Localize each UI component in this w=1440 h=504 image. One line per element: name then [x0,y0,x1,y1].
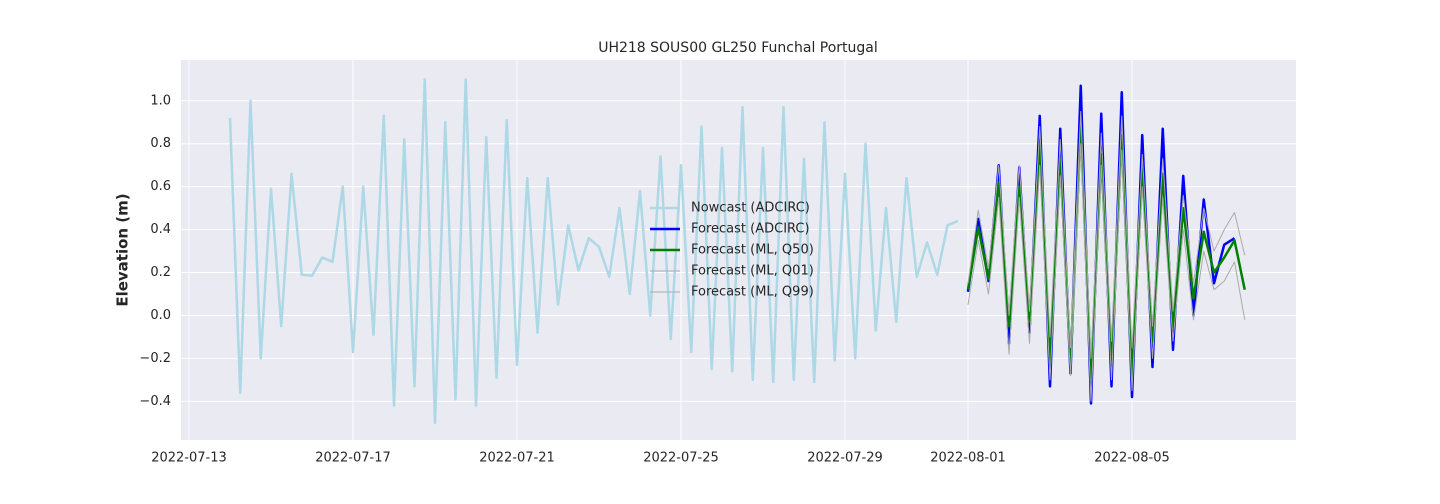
grid [181,60,1296,440]
legend-label: Forecast (ML, Q99) [691,285,814,300]
x-tick-label: 2022-07-25 [643,451,719,466]
y-tick-label: 0.0 [150,308,171,323]
legend-label: Nowcast (ADCIRC) [691,201,810,216]
series-line [966,125,1246,382]
x-tick-label: 2022-07-17 [315,451,391,466]
x-tick-label: 2022-07-21 [479,451,555,466]
legend: Nowcast (ADCIRC) Forecast (ADCIRC) Forecas… [650,201,814,300]
y-tick-label: 1.0 [150,93,171,108]
legend-label: Forecast (ML, Q50) [691,243,814,258]
legend-label: Forecast (ML, Q01) [691,264,814,279]
lines [228,78,1246,425]
series-line [967,111,1246,359]
x-tick-label: 2022-07-29 [807,451,883,466]
chart-title: UH218 SOUS00 GL250 Funchal Portugal [598,40,878,56]
y-tick-label: 0.6 [150,179,171,194]
series-line [967,143,1246,402]
y-tick-label: −0.2 [139,351,171,366]
legend-label: Forecast (ADCIRC) [691,222,810,237]
x-tick-label: 2022-07-13 [151,451,227,466]
series-line [228,78,959,425]
x-tick-label: 2022-08-05 [1094,451,1170,466]
y-axis-label: Elevation (m) [114,193,132,306]
x-tick-label: 2022-08-01 [930,451,1006,466]
y-tick-label: 0.8 [150,136,171,151]
y-tick-label: −0.4 [139,394,171,409]
y-tick-label: 0.4 [150,222,171,237]
y-tick-label: 0.2 [150,265,171,280]
